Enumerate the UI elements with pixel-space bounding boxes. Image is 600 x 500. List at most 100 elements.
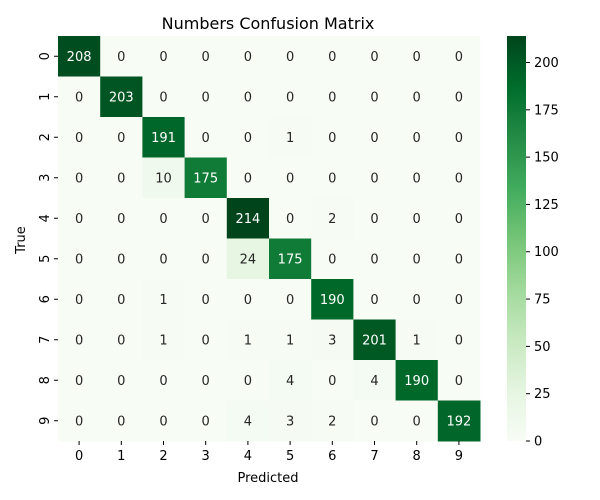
heatmap-cell-label: 191 [151, 131, 176, 146]
heatmap-cell [100, 360, 143, 401]
heatmap-cell [353, 117, 397, 158]
colorbar-tick-label: 50 [534, 340, 551, 355]
heatmap-cell [58, 360, 101, 401]
heatmap-cell [100, 117, 143, 158]
heatmap-cell-label: 0 [117, 293, 125, 308]
heatmap-cell-label: 0 [202, 90, 210, 105]
x-tick-label: 4 [244, 449, 252, 464]
heatmap-cell-label: 0 [117, 333, 125, 348]
heatmap-cell-label: 0 [370, 171, 378, 186]
heatmap-cell [353, 198, 397, 239]
heatmap-cell-label: 0 [117, 131, 125, 146]
heatmap-cell-label: 0 [286, 171, 294, 186]
heatmap-cells [58, 36, 481, 442]
heatmap-cell-label: 0 [159, 414, 167, 429]
heatmap-cell-label: 4 [370, 374, 378, 389]
heatmap-cell-label: 190 [404, 374, 429, 389]
heatmap-cell [100, 238, 143, 280]
heatmap-cell-label: 0 [202, 414, 210, 429]
colorbar-tick-label: 25 [534, 387, 551, 402]
heatmap-cell [184, 400, 228, 442]
heatmap-cell [184, 198, 228, 239]
colorbar-tick-label: 0 [534, 435, 542, 450]
colorbar-tick-label: 175 [534, 103, 559, 118]
heatmap-cell [58, 400, 101, 442]
heatmap-cell [58, 198, 101, 239]
heatmap-cell [226, 238, 270, 280]
colorbar-tick-label: 100 [534, 245, 559, 260]
heatmap-cell-label: 0 [117, 50, 125, 65]
heatmap-cell-label: 0 [370, 131, 378, 146]
heatmap-cell-label: 0 [202, 131, 210, 146]
heatmap-cell [142, 36, 186, 77]
heatmap-cell-label: 0 [159, 374, 167, 389]
heatmap-cell-label: 4 [244, 414, 252, 429]
chart-title: Numbers Confusion Matrix [162, 14, 375, 33]
heatmap-cell [269, 279, 312, 320]
heatmap-cell [226, 360, 270, 401]
heatmap-cell [353, 36, 397, 77]
heatmap-cell [437, 279, 481, 320]
heatmap-cell-label: 0 [117, 252, 125, 267]
heatmap-cell-label: 0 [286, 293, 294, 308]
heatmap-cell-label: 3 [328, 333, 336, 348]
heatmap-cell [184, 360, 228, 401]
heatmap-cell-label: 0 [117, 171, 125, 186]
heatmap-cell-label: 0 [202, 333, 210, 348]
heatmap-cell [142, 400, 186, 442]
heatmap-cell-label: 0 [455, 252, 463, 267]
heatmap-cell [184, 36, 228, 77]
heatmap-cell [311, 36, 354, 77]
heatmap-cell [142, 238, 186, 280]
heatmap-cell [100, 76, 143, 118]
heatmap-cell [269, 117, 312, 158]
colorbar-ticks: 0 25 50 75 100 125 150 175 200 [526, 56, 559, 450]
heatmap-cell-label: 0 [244, 171, 252, 186]
heatmap-cell-label: 0 [455, 50, 463, 65]
y-tick-label: 7 [38, 336, 53, 344]
heatmap-cell [311, 198, 354, 239]
x-tick-label: 9 [455, 449, 463, 464]
heatmap-cell-label: 1 [244, 333, 252, 348]
heatmap-cell [226, 319, 270, 361]
heatmap-cell [395, 198, 439, 239]
y-tick-label: 5 [38, 255, 53, 263]
heatmap-cell-labels: 208 0 0 0 0 0 0 0 0 00 203 0 0 0 0 0 0 0 00 0 191 0 0 1 0 0 0 00 0 10… [67, 50, 472, 430]
heatmap-cell [353, 157, 397, 199]
heatmap-cell-label: 0 [202, 212, 210, 227]
heatmap-cell-label: 0 [159, 212, 167, 227]
heatmap-cell [226, 76, 270, 118]
x-tick-label: 1 [117, 449, 125, 464]
heatmap-cell [353, 76, 397, 118]
heatmap-cell [311, 76, 354, 118]
heatmap-cell-label: 0 [413, 212, 421, 227]
heatmap-cell [311, 319, 354, 361]
heatmap-cell-label: 0 [370, 414, 378, 429]
heatmap-cell [184, 238, 228, 280]
heatmap-cell [100, 198, 143, 239]
heatmap-cell [437, 76, 481, 118]
heatmap-cell-label: 0 [75, 171, 83, 186]
heatmap-cell [437, 36, 481, 77]
heatmap-cell-label: 0 [244, 374, 252, 389]
heatmap-cell-label: 201 [362, 333, 387, 348]
heatmap-cell [269, 319, 312, 361]
heatmap-cell-label: 0 [370, 212, 378, 227]
heatmap-cell-label: 0 [202, 374, 210, 389]
heatmap-cell-label: 0 [286, 50, 294, 65]
heatmap-cell [311, 360, 354, 401]
heatmap-cell-label: 0 [117, 212, 125, 227]
heatmap-cell [353, 319, 397, 361]
heatmap-cell-label: 0 [159, 90, 167, 105]
heatmap-cell [311, 238, 354, 280]
heatmap-cell [437, 360, 481, 401]
heatmap-cell [142, 319, 186, 361]
heatmap-cell [437, 198, 481, 239]
heatmap-cell [269, 76, 312, 118]
heatmap-cell-label: 0 [244, 50, 252, 65]
heatmap-cell-label: 0 [455, 212, 463, 227]
heatmap-cell-label: 0 [413, 293, 421, 308]
heatmap-cell-label: 0 [244, 90, 252, 105]
heatmap-cell [437, 238, 481, 280]
heatmap-cell [437, 117, 481, 158]
